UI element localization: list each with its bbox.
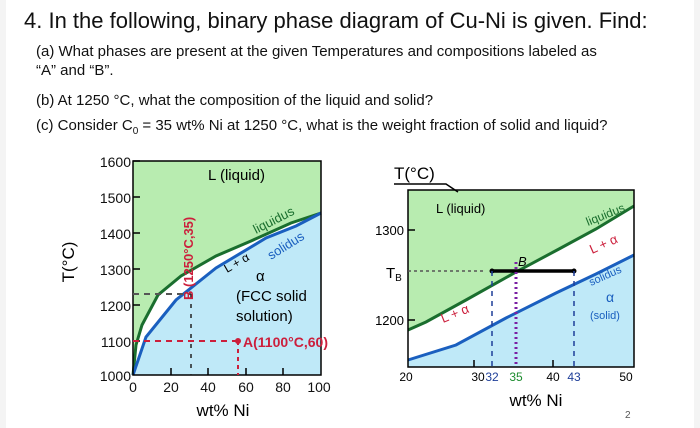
- left-liquid-region: [133, 161, 321, 375]
- part-b-text: (b) At 1250 °C, what the composition of …: [36, 92, 434, 109]
- left-xtick-label: 80: [275, 379, 291, 395]
- worksheet-page: 4. In the following, binary phase diagra…: [6, 0, 694, 428]
- left-fcc-label: (FCC solid: [236, 288, 307, 305]
- part-a-text-continued: “A” and “B”.: [36, 62, 114, 79]
- right-xtick-label: 43: [567, 370, 581, 384]
- right-solid-label: (solid): [590, 310, 620, 322]
- left-point-a-label: A(1100°C,60): [243, 334, 328, 350]
- left-solidus-line: [131, 211, 322, 376]
- right-xtick-label: 50: [619, 370, 633, 384]
- right-y-axis-label: T(°C): [394, 164, 435, 183]
- left-ytick-label: 1600: [100, 154, 131, 170]
- right-x-axis-label: wt% Ni: [509, 391, 563, 410]
- right-xtick-label: 20: [399, 370, 413, 384]
- left-xtick-label: 40: [200, 379, 216, 395]
- part-c-text: (c) Consider C0 = 35 wt% Ni at 1250 °C, …: [36, 117, 607, 137]
- left-ytick-label: 1400: [100, 226, 131, 242]
- right-phase-diagram: 1300 1200 TB T(°C) B L (liquid) liquidus…: [375, 164, 635, 410]
- right-plot-frame: [407, 189, 635, 368]
- left-x-ticks: [170, 368, 284, 375]
- left-point-b-label: B (1250°C,35): [181, 217, 196, 300]
- left-liquidus-line: [131, 211, 322, 376]
- right-ytick-label: 1200: [375, 313, 404, 328]
- left-ytick-label: 1200: [100, 298, 131, 314]
- part-c-subscript: 0: [132, 126, 139, 137]
- left-fcc-label-line2: solution): [236, 308, 293, 325]
- left-x-axis-label: wt% Ni: [196, 401, 250, 420]
- right-alpha-label: α: [606, 289, 614, 305]
- page-number: 2: [625, 410, 631, 421]
- part-c-prefix: (c) Consider C: [36, 117, 133, 134]
- left-plot-frame: [132, 160, 322, 376]
- left-xtick-label: 60: [238, 379, 254, 395]
- right-y-axis-arrow: [394, 183, 459, 193]
- part-a-text: (a) What phases are present at the given…: [36, 43, 597, 60]
- right-x-ticks: [473, 360, 554, 367]
- left-ytick-label: 1300: [100, 262, 131, 278]
- left-xtick-label: 20: [163, 379, 179, 395]
- right-xtick-label: 32: [485, 370, 499, 384]
- left-xtick-label: 100: [307, 379, 331, 395]
- right-ytick-label: 1300: [375, 223, 404, 238]
- right-tb-label: TB: [386, 265, 402, 284]
- right-liquid-region: [408, 190, 634, 330]
- left-phase-diagram: 1600 1500 1400 1300 1200 1100 1000 T(°C)…: [59, 154, 331, 420]
- left-y-axis-label: T(°C): [59, 242, 78, 283]
- left-point-a-marker: [235, 338, 241, 344]
- right-liquid-label: L (liquid): [436, 201, 485, 216]
- left-ytick-label: 1000: [100, 368, 131, 384]
- right-xtick-label: 40: [546, 370, 560, 384]
- left-xtick-label: 0: [129, 379, 137, 395]
- question-title: 4. In the following, binary phase diagra…: [24, 8, 648, 33]
- left-alpha-label: α: [256, 268, 265, 285]
- right-xtick-label: 30: [471, 370, 485, 384]
- left-solid-region: [133, 213, 321, 375]
- part-c-suffix: = 35 wt% Ni at 1250 °C, what is the weig…: [138, 117, 608, 134]
- right-solidus-line: [407, 253, 635, 362]
- right-xtick-label: 35: [509, 370, 523, 384]
- left-ytick-label: 1500: [100, 190, 131, 206]
- right-point-b-label: B: [518, 254, 527, 269]
- left-liquid-label: L (liquid): [208, 167, 265, 184]
- left-ytick-label: 1100: [101, 334, 131, 350]
